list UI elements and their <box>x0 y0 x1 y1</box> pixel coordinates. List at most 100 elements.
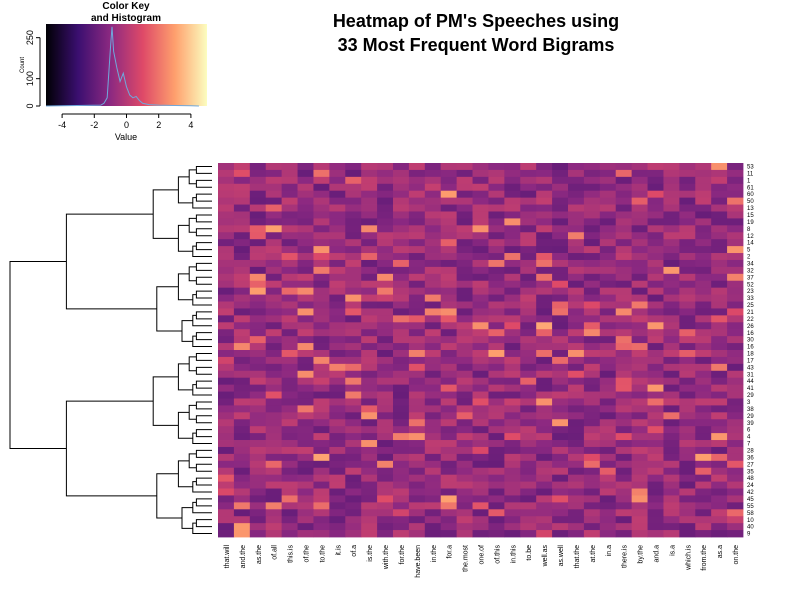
heatmap-cell <box>583 530 601 538</box>
dendrogram-branch <box>195 463 212 472</box>
heatmap-cell <box>599 301 617 309</box>
heatmap-cell <box>345 246 362 254</box>
heatmap-cell <box>615 474 633 482</box>
heatmap-cell <box>297 176 314 185</box>
heatmap-cell <box>265 239 283 247</box>
heatmap-cell <box>520 440 537 448</box>
heatmap-cell <box>456 530 473 538</box>
heatmap-cell <box>695 467 712 476</box>
heatmap-cell <box>361 273 378 282</box>
heatmap-cell <box>218 453 235 462</box>
heatmap-cell <box>504 266 521 275</box>
row-label: 40 <box>747 525 754 531</box>
heatmap-cell <box>233 301 251 309</box>
heatmap-cell <box>361 190 378 199</box>
heatmap-cell <box>424 433 442 441</box>
heatmap-cell <box>329 467 346 476</box>
heatmap-cell <box>297 225 314 233</box>
heatmap-cell <box>520 253 537 261</box>
heatmap-cell <box>377 204 394 212</box>
heatmap-cell <box>647 232 664 240</box>
heatmap-cell <box>424 218 442 226</box>
heatmap-cell <box>536 391 553 399</box>
dendrogram-branch <box>195 519 212 528</box>
heatmap-cell <box>472 232 489 240</box>
heatmap-cell <box>552 370 569 379</box>
heatmap-cell <box>218 204 235 212</box>
heatmap-cell <box>568 280 585 289</box>
heatmap-cell <box>711 377 728 386</box>
heatmap-cell <box>631 426 648 434</box>
color-key-gradient <box>46 24 207 106</box>
heatmap-cell <box>615 280 633 289</box>
dendrogram-branch <box>192 481 212 493</box>
heatmap-cell <box>297 356 314 365</box>
heatmap-cell <box>440 343 458 351</box>
heatmap-cell <box>711 266 728 275</box>
heatmap-cell <box>568 412 585 420</box>
heatmap-cell <box>297 246 314 254</box>
heatmap-cell <box>313 433 330 441</box>
heatmap-cell <box>281 169 298 178</box>
heatmap-cell <box>233 211 251 219</box>
heatmap-cell <box>440 523 458 531</box>
heatmap-cell <box>552 516 569 524</box>
heatmap-cell <box>520 294 537 302</box>
heatmap-cell <box>265 363 283 372</box>
heatmap-cell <box>552 377 569 386</box>
heatmap-cell <box>583 516 601 524</box>
heatmap-cell <box>695 440 712 448</box>
heatmap-cell <box>361 183 378 192</box>
heatmap-cell <box>329 530 346 538</box>
heatmap-cell <box>520 530 537 538</box>
row-label: 60 <box>747 192 754 198</box>
color-key-xtick-label: 0 <box>124 120 129 130</box>
heatmap-cell <box>329 405 346 413</box>
heatmap-cell <box>393 481 410 489</box>
heatmap-cell <box>583 315 601 323</box>
heatmap-cell <box>281 453 298 462</box>
heatmap-cell <box>679 495 696 503</box>
heatmap-cell <box>711 412 728 420</box>
heatmap-cell <box>345 259 362 268</box>
heatmap-cell <box>233 509 251 517</box>
heatmap-cell <box>695 294 712 302</box>
heatmap-cell <box>552 453 569 462</box>
heatmap-cell <box>281 350 298 358</box>
heatmap-cell <box>377 225 394 233</box>
heatmap-cell <box>647 294 664 302</box>
heatmap-cell <box>233 329 251 337</box>
heatmap-cell <box>536 356 553 365</box>
heatmap-cell <box>631 488 648 496</box>
heatmap-cell <box>424 211 442 219</box>
heatmap-cell <box>424 239 442 247</box>
heatmap-cell <box>345 516 362 524</box>
heatmap-cell <box>281 384 298 392</box>
heatmap-cell <box>440 176 458 185</box>
heatmap-cell <box>520 446 537 455</box>
heatmap-cell <box>313 253 330 261</box>
heatmap-cell <box>281 190 298 199</box>
heatmap-cell <box>552 509 569 517</box>
heatmap-cell <box>631 239 648 247</box>
heatmap-cell <box>472 363 489 372</box>
row-label: 25 <box>747 303 754 309</box>
heatmap-cell <box>679 225 696 233</box>
heatmap-cell <box>313 246 330 254</box>
heatmap-cell <box>583 211 601 219</box>
color-key-xtick-label: 4 <box>188 120 193 130</box>
heatmap-cell <box>504 474 521 482</box>
dendrogram-branch <box>65 213 157 310</box>
heatmap-cell <box>647 253 664 261</box>
heatmap-cell <box>233 377 251 386</box>
heatmap-cell <box>472 239 489 247</box>
heatmap-cell <box>249 356 267 365</box>
heatmap-cell <box>472 398 489 406</box>
heatmap-cell <box>727 502 744 510</box>
heatmap-cell <box>552 523 569 531</box>
dendrogram-branch <box>152 376 179 426</box>
heatmap-cell <box>472 287 489 295</box>
column-label: for.the <box>399 545 406 565</box>
heatmap-cell <box>281 315 298 323</box>
heatmap-cell <box>520 474 537 482</box>
